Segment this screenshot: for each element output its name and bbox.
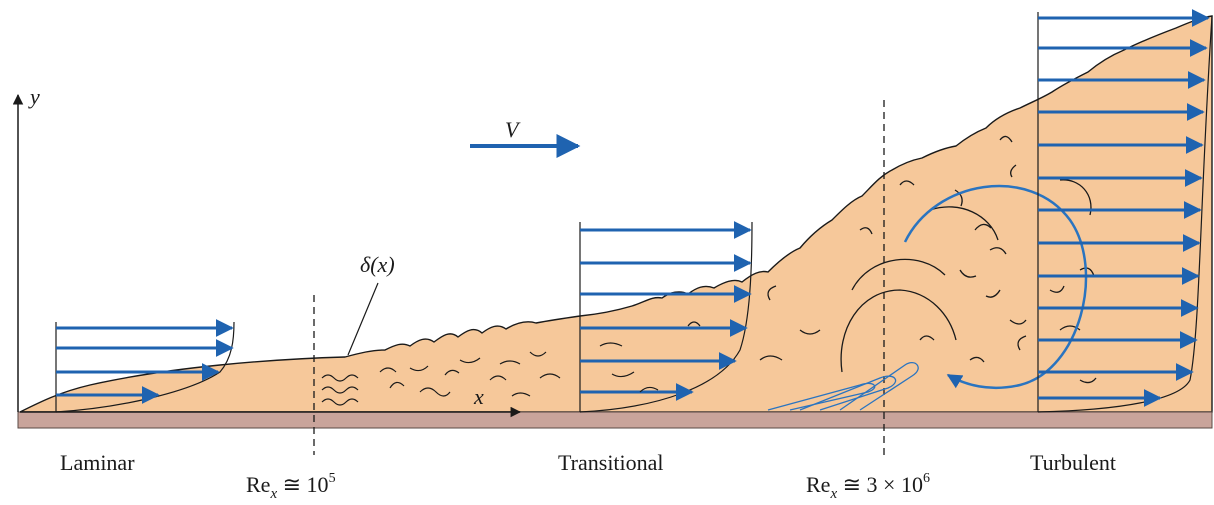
reynolds-turbulent-label: Rex ≅ 3 × 106: [806, 471, 930, 502]
turbulent-velocity-profile: [1037, 9, 1213, 413]
transition-squiggles: [321, 321, 701, 406]
laminar-label: Laminar: [60, 450, 135, 475]
boundary-layer-region: [19, 15, 1213, 413]
transitional-velocity-profile: [579, 221, 753, 413]
x-axis-label: x: [473, 384, 484, 409]
flat-plate: [17, 411, 1213, 429]
reynolds-critical-label: Rex ≅ 105: [246, 471, 336, 502]
thickness-leader: [347, 282, 379, 356]
turbulent-label: Turbulent: [1030, 450, 1116, 475]
thickness-label: δ(x): [360, 252, 395, 277]
wall-streaks: [767, 361, 919, 411]
laminar-velocity-profile: [55, 319, 235, 413]
y-axis-label: y: [28, 84, 40, 109]
large-eddy: [903, 184, 1088, 389]
transitional-label: Transitional: [558, 450, 664, 475]
free-stream-label: V: [505, 117, 521, 142]
